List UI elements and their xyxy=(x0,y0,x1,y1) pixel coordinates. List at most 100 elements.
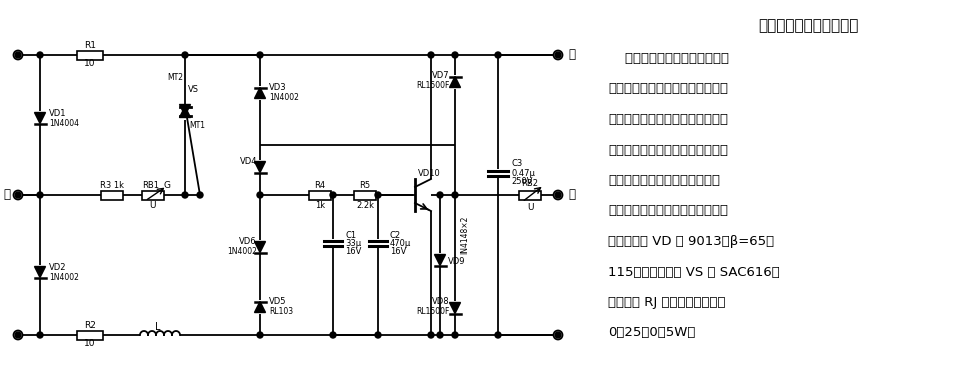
Circle shape xyxy=(329,332,336,338)
Text: C3: C3 xyxy=(510,160,522,168)
Text: R3 1k: R3 1k xyxy=(100,180,124,190)
Text: 雷击、线路意外过压而对电话机、: 雷击、线路意外过压而对电话机、 xyxy=(608,144,727,157)
Text: 1N4002: 1N4002 xyxy=(227,247,257,256)
Text: 1N4004: 1N4004 xyxy=(49,119,79,128)
Circle shape xyxy=(554,52,561,58)
Text: 33μ: 33μ xyxy=(345,239,361,247)
Circle shape xyxy=(15,52,21,58)
Polygon shape xyxy=(254,301,265,312)
Text: VD1: VD1 xyxy=(49,109,66,117)
Polygon shape xyxy=(34,112,46,124)
Text: 传真机设备造成破坏。该电路对: 传真机设备造成破坏。该电路对 xyxy=(608,174,719,187)
Polygon shape xyxy=(254,162,265,173)
Text: 响。三极管 VD 为 9013、β=65～: 响。三极管 VD 为 9013、β=65～ xyxy=(608,235,774,248)
Circle shape xyxy=(374,192,381,198)
Text: VD3: VD3 xyxy=(269,84,286,92)
Text: MT1: MT1 xyxy=(189,120,205,130)
Bar xyxy=(77,331,103,339)
Circle shape xyxy=(196,192,203,198)
Text: 470μ: 470μ xyxy=(390,239,411,247)
Text: 16V: 16V xyxy=(345,247,361,255)
Circle shape xyxy=(494,332,500,338)
Text: 电阻器为 RJ 型，标称功率均为: 电阻器为 RJ 型，标称功率均为 xyxy=(608,296,725,309)
Text: 情况，本保护电路，可有效地防止: 情况，本保护电路，可有效地防止 xyxy=(608,113,727,126)
Circle shape xyxy=(451,332,457,338)
Polygon shape xyxy=(180,105,191,116)
Text: VD7: VD7 xyxy=(432,71,449,79)
Circle shape xyxy=(554,192,561,198)
Text: 进: 进 xyxy=(3,188,10,201)
Circle shape xyxy=(37,192,43,198)
Text: VD5: VD5 xyxy=(269,298,286,307)
Text: 电话机、传真机等损坏。针对这种: 电话机、传真机等损坏。针对这种 xyxy=(608,82,727,95)
Text: RL1500F: RL1500F xyxy=(416,81,449,90)
Text: 115；双向晶闸管 VS 为 SAC616；: 115；双向晶闸管 VS 为 SAC616； xyxy=(608,266,779,279)
Circle shape xyxy=(257,52,263,58)
Polygon shape xyxy=(34,266,46,277)
Text: VD8: VD8 xyxy=(432,296,449,306)
Circle shape xyxy=(494,52,500,58)
Text: L: L xyxy=(155,322,160,332)
Text: R2: R2 xyxy=(84,321,96,331)
Circle shape xyxy=(15,192,21,198)
Circle shape xyxy=(329,192,336,198)
Circle shape xyxy=(37,52,43,58)
Text: 1N4002: 1N4002 xyxy=(49,272,79,282)
Circle shape xyxy=(14,331,22,339)
Circle shape xyxy=(553,51,562,60)
Text: C2: C2 xyxy=(390,231,401,241)
Text: R1: R1 xyxy=(84,41,96,51)
Polygon shape xyxy=(254,87,265,98)
Polygon shape xyxy=(449,302,460,314)
Text: 由于外线常出现瞬间高压致使: 由于外线常出现瞬间高压致使 xyxy=(608,52,728,65)
Text: U: U xyxy=(527,203,532,212)
Text: 出: 出 xyxy=(568,188,574,201)
Circle shape xyxy=(15,332,21,338)
Text: R5: R5 xyxy=(360,180,370,190)
Text: 10: 10 xyxy=(84,339,96,348)
Polygon shape xyxy=(449,76,460,87)
Text: 250V: 250V xyxy=(510,177,531,187)
Text: VS: VS xyxy=(188,86,198,95)
Text: G: G xyxy=(163,180,170,190)
Circle shape xyxy=(553,190,562,200)
Circle shape xyxy=(182,192,188,198)
Text: 电话机、传真机的工作完全没有影: 电话机、传真机的工作完全没有影 xyxy=(608,204,727,217)
Text: 电话机、传真机保护电路: 电话机、传真机保护电路 xyxy=(757,18,857,33)
Polygon shape xyxy=(254,242,265,252)
Text: RL103: RL103 xyxy=(269,307,293,317)
Bar xyxy=(519,190,540,200)
Circle shape xyxy=(374,332,381,338)
Bar xyxy=(77,51,103,60)
Text: VD6: VD6 xyxy=(239,238,257,247)
Text: 10: 10 xyxy=(84,60,96,68)
Text: VD4: VD4 xyxy=(239,157,257,166)
Text: 出: 出 xyxy=(568,49,574,62)
Text: 2.2k: 2.2k xyxy=(356,201,373,209)
Text: 16V: 16V xyxy=(390,247,406,255)
Text: VD10: VD10 xyxy=(417,169,441,179)
Polygon shape xyxy=(434,255,446,266)
Text: 1k: 1k xyxy=(315,201,324,209)
Text: IN4148×2: IN4148×2 xyxy=(459,216,469,254)
Text: RL1500F: RL1500F xyxy=(416,307,449,315)
Circle shape xyxy=(428,332,434,338)
Circle shape xyxy=(554,332,561,338)
Circle shape xyxy=(553,331,562,339)
Circle shape xyxy=(37,332,43,338)
Circle shape xyxy=(437,192,443,198)
Circle shape xyxy=(14,51,22,60)
Text: 0．25～0．5W。: 0．25～0．5W。 xyxy=(608,326,695,339)
Bar xyxy=(101,190,123,200)
Circle shape xyxy=(451,52,457,58)
Text: VD9: VD9 xyxy=(447,258,465,266)
Text: 0.47μ: 0.47μ xyxy=(510,168,534,177)
Text: VD2: VD2 xyxy=(49,263,66,271)
Circle shape xyxy=(257,192,263,198)
Text: R4: R4 xyxy=(315,180,325,190)
Circle shape xyxy=(14,190,22,200)
Text: U: U xyxy=(149,201,156,211)
Text: MT2: MT2 xyxy=(167,73,183,81)
Bar xyxy=(309,190,330,200)
Text: 1N4002: 1N4002 xyxy=(269,93,299,103)
